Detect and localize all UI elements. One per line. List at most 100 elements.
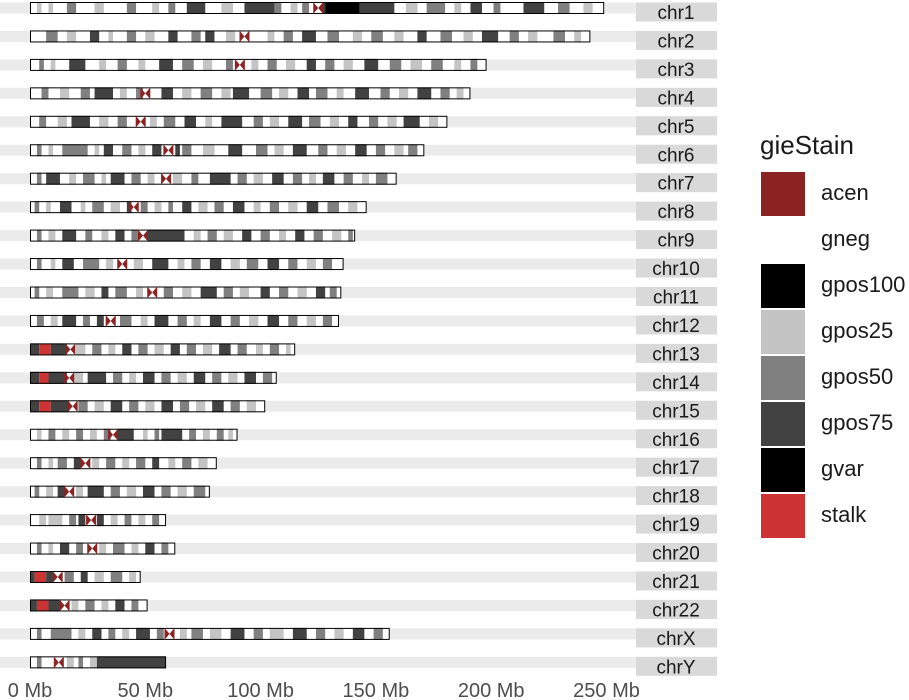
row-strip [0,315,717,327]
centromere-left [59,599,65,612]
band-gpos50 [117,58,127,71]
legend-label: gpos100 [821,272,906,297]
band-gpos50 [327,30,340,43]
band-gpos25 [528,30,538,43]
chromosome-label: chr13 [652,344,700,365]
chromosome-label-box [636,543,717,563]
band-gpos25 [198,457,208,470]
band-gpos25 [193,314,201,327]
band-gpos25 [69,172,77,185]
band-gpos25 [94,571,104,583]
band-gpos25 [223,229,233,242]
band-gpos25 [48,144,54,157]
band-gpos25 [136,286,143,299]
band-gpos50 [129,400,139,413]
band-gpos25 [288,201,298,214]
band-gpos50 [69,514,77,527]
band-gpos50 [115,286,127,299]
band-gpos25 [99,115,109,128]
band-gpos75 [470,2,482,14]
band-gpos50 [375,172,388,185]
band-gpos50 [156,627,164,640]
centromere-right [70,343,76,356]
centromere-right [244,30,250,43]
band-gpos25 [110,514,118,527]
legend-title: gieStain [760,130,854,160]
band-gpos50 [161,542,169,555]
legend-key [761,356,805,400]
band-gpos75 [103,144,114,157]
band-gpos50 [131,599,139,612]
legend-item: gpos25 [760,310,909,356]
band-gpos50 [92,201,104,214]
legend-label: acen [821,180,869,205]
chromosome-outline [30,571,141,583]
centromere-right [85,457,91,470]
band-gpos25 [179,627,187,640]
legend-key [761,264,805,308]
band-gpos50 [36,656,42,669]
chromosome-label: chr18 [652,487,700,508]
chromosome-label: chr11 [653,288,699,309]
chromosome-outline [30,599,148,612]
band-gpos50 [163,115,176,128]
chromosome-outline [30,514,167,527]
band-gpos25 [290,2,298,14]
chromosome-label-box [636,486,717,506]
band-gpos75 [59,542,70,555]
legend-item: gpos100 [760,264,909,310]
band-gpos75 [142,371,155,384]
band-gpos75 [481,30,499,43]
chromosome-label: chr21 [652,572,700,593]
row-strip [0,287,717,298]
chromosome-label-box [636,201,717,221]
band-gpos50 [470,58,478,71]
centromere-left [137,229,143,242]
band-gpos75 [159,58,173,71]
centromere-right [122,258,128,271]
band-gpos50 [108,627,116,640]
band-gpos50 [34,201,40,214]
band-gpos25 [246,400,256,413]
band-gpos25 [101,172,107,185]
band-gpos50 [83,314,90,327]
chromosome-outline [30,2,605,14]
band-gpos25 [133,258,143,271]
band-gpos50 [318,144,328,157]
band-gpos50 [168,2,176,14]
band-gpos25 [463,30,473,43]
band-gpos50 [279,286,289,299]
band-gpos50 [76,428,84,441]
band-gpos50 [126,30,137,43]
band-gpos50 [431,58,443,71]
band-gpos25 [398,87,409,100]
band-gpos50 [322,258,333,271]
band-gpos25 [71,599,79,612]
band-gpos25 [101,599,109,612]
band-gpos25 [147,172,155,185]
band-gpos50 [39,58,44,71]
band-gpos50 [315,87,328,100]
band-gpos25 [129,371,137,384]
legend-label: gpos75 [821,410,894,435]
band-gpos50 [131,172,141,185]
band-gpos50 [426,2,446,14]
centromere-right [69,485,75,498]
band-gpos75 [292,627,307,640]
band-gpos50 [78,400,88,413]
chromosome-outline [30,115,448,128]
centromere-left [140,87,146,100]
band-gpos75 [403,115,420,128]
band-gpos50 [260,87,273,100]
centromere-left [64,485,70,498]
band-gpos75 [232,87,250,100]
chromosome-label: chr7 [658,174,695,195]
band-gpos25 [239,286,250,299]
row-strip [0,372,717,384]
chromosome-outline [30,144,425,157]
centromere-left [164,627,170,640]
band-gpos50 [39,115,47,128]
band-stalk [34,571,47,583]
band-gpos50 [230,400,240,413]
band-gpos50 [380,87,390,100]
